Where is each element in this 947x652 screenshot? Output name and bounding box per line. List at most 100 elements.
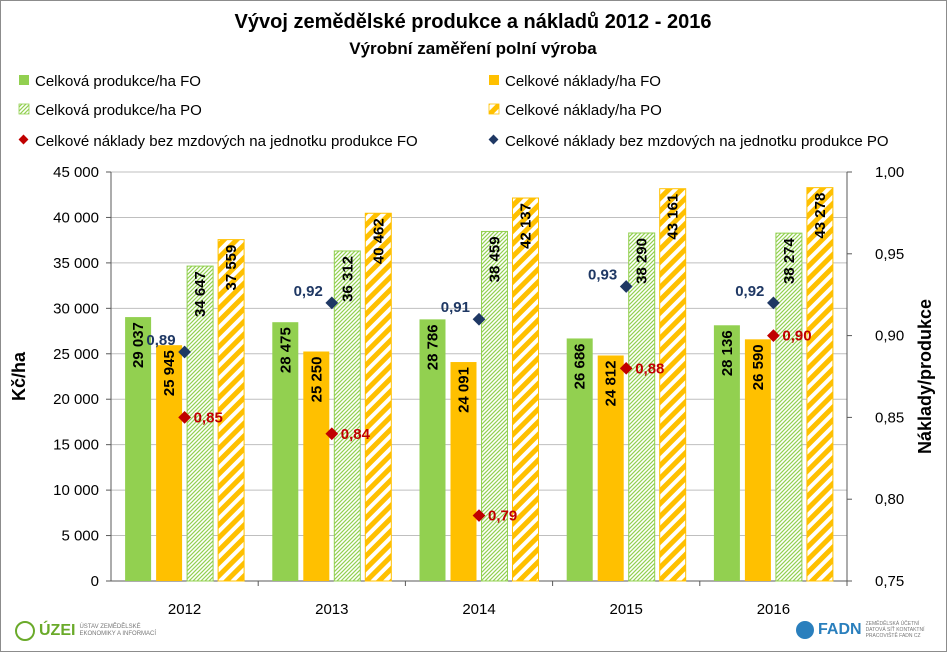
y2-tick-label-5: 1,00 <box>875 164 904 181</box>
y2-tick-label-0: 0,75 <box>875 573 904 590</box>
legend-label-6: Celkové náklady bez mzdových na jednotku… <box>505 133 889 150</box>
bar-label-s3-2012: 34 647 <box>192 271 209 317</box>
bar-s4-2016 <box>806 187 834 582</box>
bar-s1-2012 <box>125 317 152 581</box>
fadn-logo-name: FADN <box>818 621 862 638</box>
x-tick-label-2015: 2015 <box>610 601 643 618</box>
bar-s2-2015 <box>597 355 624 581</box>
marker-m1-2012 <box>178 411 191 424</box>
bar-s1-2013 <box>272 322 299 581</box>
y-tick-label-0: 0 <box>91 573 99 590</box>
bar-label-s3-2015: 38 290 <box>634 238 651 284</box>
y-tick-label-6: 30 000 <box>53 300 99 317</box>
bar-s1-2015 <box>566 338 593 581</box>
fadn-logo-icon <box>796 621 814 639</box>
bar-label-s1-2015: 26 686 <box>572 343 589 389</box>
y-tick-label-8: 40 000 <box>53 209 99 226</box>
legend-swatch-4 <box>488 103 500 115</box>
legend-swatch-3 <box>18 103 30 115</box>
y-tick-label-9: 45 000 <box>53 164 99 181</box>
x-tick-label-2013: 2013 <box>315 601 348 618</box>
bar-s2-2014 <box>450 362 477 581</box>
bar-label-s3-2014: 38 459 <box>487 236 504 282</box>
bar-s2-2016 <box>744 339 771 581</box>
legend-label-4: Celkové náklady/ha PO <box>505 102 662 119</box>
bar-label-s2-2012: 25 945 <box>161 350 178 396</box>
bar-s3-2013 <box>333 250 361 582</box>
x-tick-label-2016: 2016 <box>757 601 790 618</box>
uzei-logo-icon <box>15 621 35 641</box>
legend-label-2: Celkové náklady/ha FO <box>505 73 661 90</box>
bar-s2-2012 <box>156 345 183 581</box>
marker-m1-2013 <box>325 427 339 441</box>
bar-label-s3-2016: 38 274 <box>781 237 798 284</box>
legend-label-1: Celková produkce/ha FO <box>35 73 201 90</box>
marker-label-m2-2014: 0,91 <box>441 299 470 316</box>
chart-title: Vývoj zemědělské produkce a nákladů 2012… <box>235 11 712 33</box>
y2-tick-label-3: 0,90 <box>875 328 904 345</box>
y-tick-label-5: 25 000 <box>53 346 99 363</box>
bar-s4-2015 <box>659 188 687 582</box>
bar-label-s1-2014: 28 786 <box>425 324 442 370</box>
bar-label-s2-2016: 26 590 <box>750 344 767 390</box>
y-tick-label-3: 15 000 <box>53 437 99 454</box>
bar-s1-2014 <box>419 319 446 581</box>
bar-s3-2015 <box>628 232 656 582</box>
y2-tick-label-4: 0,95 <box>875 246 904 263</box>
y-tick-label-4: 20 000 <box>53 391 99 408</box>
bar-label-s1-2012: 29 037 <box>130 322 147 368</box>
x-tick-label-2012: 2012 <box>168 601 201 618</box>
marker-label-m1-2015: 0,88 <box>635 360 664 377</box>
y-tick-label-2: 10 000 <box>53 482 99 499</box>
bar-label-s2-2014: 24 091 <box>456 367 473 413</box>
marker-label-m2-2013: 0,92 <box>294 283 323 300</box>
bar-label-s4-2013: 40 462 <box>370 218 387 264</box>
marker-label-m1-2012: 0,85 <box>194 409 223 426</box>
y2-tick-label-1: 0,80 <box>875 491 904 508</box>
bar-s3-2014 <box>481 230 508 582</box>
bar-label-s2-2015: 24 812 <box>603 360 620 406</box>
y-axis-title: Kč/ha <box>9 351 29 401</box>
bar-s1-2016 <box>713 325 740 581</box>
bar-s4-2013 <box>364 212 392 582</box>
bar-s4-2012 <box>217 239 245 582</box>
y2-tick-label-2: 0,85 <box>875 409 904 426</box>
bar-label-s4-2014: 42 137 <box>518 203 535 249</box>
uzei-logo-subtitle: ÚSTAV ZEMĚDĚLSKÉ EKONOMIKY A INFORMACÍ <box>79 624 157 637</box>
marker-label-m2-2016: 0,92 <box>735 283 764 300</box>
bar-s3-2012 <box>186 265 214 582</box>
chart-subtitle: Výrobní zaměření polní výroba <box>349 39 597 58</box>
uzei-logo-name: ÚZEI <box>39 622 76 639</box>
marker-m2-2014 <box>472 312 486 326</box>
bar-s2-2013 <box>303 351 330 581</box>
bar-label-s4-2015: 43 161 <box>665 194 682 240</box>
y2-axis-title: Náklady/produkce <box>915 299 935 454</box>
marker-label-m2-2015: 0,93 <box>588 267 617 284</box>
legend-swatch-1 <box>19 75 29 85</box>
uzei-logo: ÚZEI ÚSTAV ZEMĚDĚLSKÉ EKONOMIKY A INFORM… <box>15 621 169 641</box>
bar-label-s2-2013: 25 250 <box>308 357 325 403</box>
y-tick-label-1: 5 000 <box>61 528 99 545</box>
legend-swatch-2 <box>489 75 499 85</box>
bar-label-s3-2013: 36 312 <box>339 256 356 302</box>
marker-label-m1-2014: 0,79 <box>488 508 517 525</box>
y-tick-label-7: 35 000 <box>53 255 99 272</box>
fadn-logo: FADN ZEMĚDĚLSKÁ ÚČETNÍ DATOVÁ SÍŤ KONTAK… <box>796 621 936 639</box>
legend-label-5: Celkové náklady bez mzdových na jednotku… <box>35 133 418 150</box>
marker-label-m1-2016: 0,90 <box>782 328 811 345</box>
bar-label-s1-2016: 28 136 <box>719 330 736 376</box>
legend-label-3: Celková produkce/ha PO <box>35 102 202 119</box>
legend-swatch-5 <box>18 134 29 145</box>
bar-s3-2016 <box>775 232 803 582</box>
bar-s4-2014 <box>512 197 539 582</box>
bar-label-s4-2012: 37 559 <box>223 245 240 291</box>
marker-m2-2012 <box>178 345 191 359</box>
marker-label-m2-2012: 0,89 <box>146 332 175 349</box>
marker-m2-2013 <box>325 296 339 310</box>
bar-label-s4-2016: 43 278 <box>812 193 829 239</box>
x-tick-label-2014: 2014 <box>462 601 495 618</box>
bar-label-s1-2013: 28 475 <box>277 327 294 373</box>
fadn-logo-subtitle: ZEMĚDĚLSKÁ ÚČETNÍ DATOVÁ SÍŤ KONTAKTNÍ P… <box>865 621 925 639</box>
